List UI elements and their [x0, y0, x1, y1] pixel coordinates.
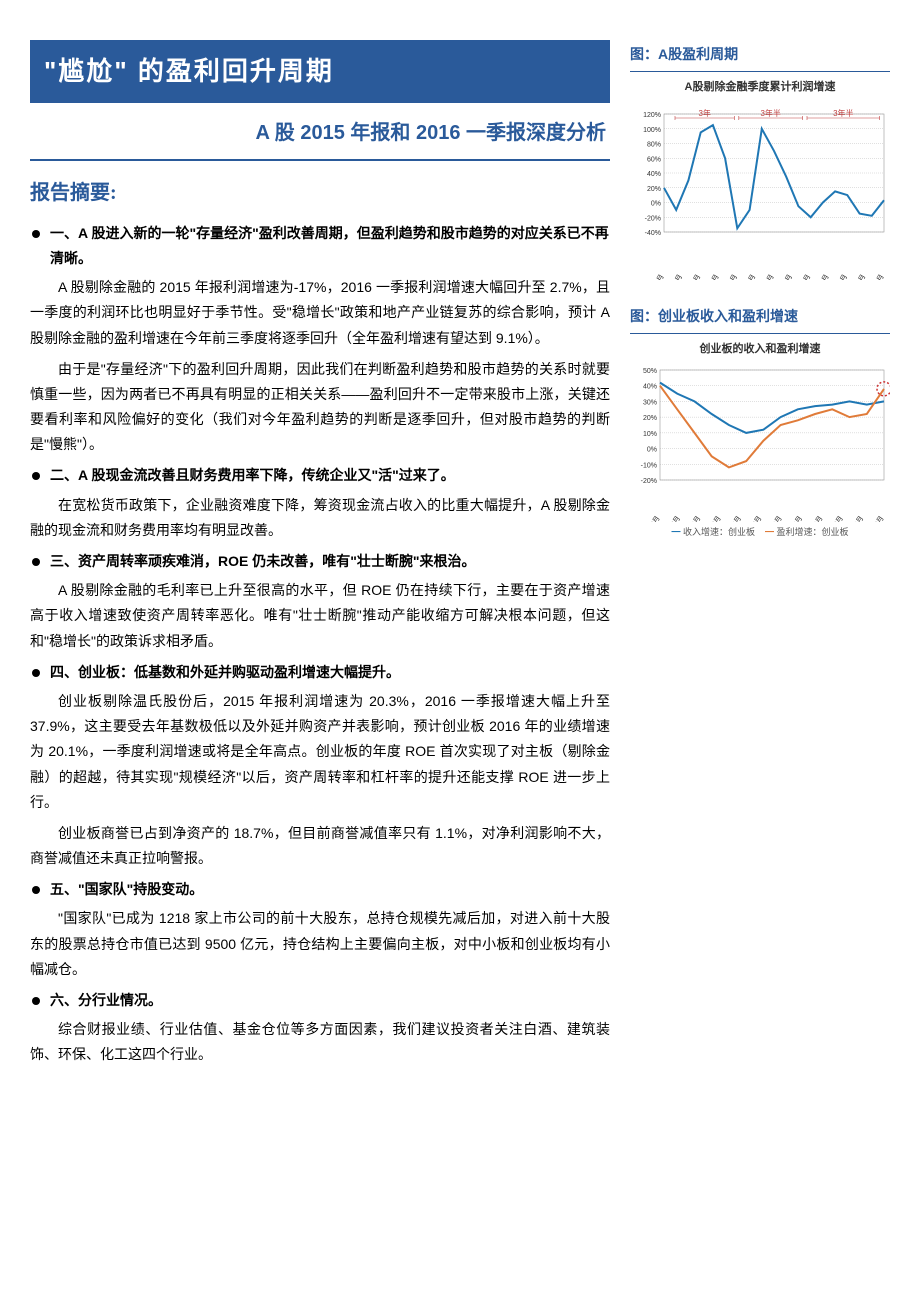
report-title: "尴尬" 的盈利回升周期: [30, 40, 610, 103]
svg-text:3年半: 3年半: [760, 108, 780, 118]
chart-2-svg: -20%-10%0%10%20%30%40%50%2010年3月2011年3月2…: [630, 362, 890, 522]
section-heading-text: 一、A 股进入新的一轮"存量经济"盈利改善周期，但盈利趋势和股市趋势的对应关系已…: [50, 221, 610, 271]
bullet-icon: [32, 230, 40, 238]
section-paragraph: 创业板商誉已占到净资产的 18.7%，但目前商誉减值率只有 1.1%，对净利润影…: [30, 821, 610, 871]
section-paragraph: 综合财报业绩、行业估值、基金仓位等多方面因素，我们建议投资者关注白酒、建筑装饰、…: [30, 1017, 610, 1067]
section-heading-text: 三、资产周转率顽疾难消，ROE 仍未改善，唯有"壮士断腕"来根治。: [50, 549, 610, 574]
section-heading: 二、A 股现金流改善且财务费用率下降，传统企业又"活"过来了。: [30, 463, 610, 488]
section-paragraph: "国家队"已成为 1218 家上市公司的前十大股东，总持仓规模先减后加，对进入前…: [30, 906, 610, 982]
section-heading: 一、A 股进入新的一轮"存量经济"盈利改善周期，但盈利趋势和股市趋势的对应关系已…: [30, 221, 610, 271]
figure-2-caption: 图：创业板收入和盈利增速: [630, 304, 890, 334]
svg-text:30%: 30%: [643, 399, 657, 406]
figure-1: 图：A股盈利周期 A股剔除金融季度累计利润增速 -40% -20% 0% 20% 40%…: [630, 42, 890, 280]
bullet-icon: [32, 997, 40, 1005]
section-paragraph: A 股剔除金融的 2015 年报利润增速为-17%，2016 一季报利润增速大幅…: [30, 275, 610, 351]
svg-text:-40%: -40%: [645, 230, 661, 237]
section-heading-text: 五、"国家队"持股变动。: [50, 877, 610, 902]
sections-container: 一、A 股进入新的一轮"存量经济"盈利改善周期，但盈利趋势和股市趋势的对应关系已…: [30, 221, 610, 1068]
svg-text:-20%: -20%: [645, 215, 661, 222]
svg-text:0%: 0%: [651, 200, 661, 207]
svg-text:120%: 120%: [643, 112, 661, 119]
main-column: "尴尬" 的盈利回升周期 A 股 2015 年报和 2016 一季报深度分析 报…: [30, 40, 610, 1074]
section-heading: 六、分行业情况。: [30, 988, 610, 1013]
section-paragraph: A 股剔除金融的毛利率已上升至很高的水平，但 ROE 仍在持续下行，主要在于资产…: [30, 578, 610, 654]
svg-text:3年: 3年: [698, 108, 710, 118]
svg-text:10%: 10%: [643, 431, 657, 438]
bullet-icon: [32, 886, 40, 894]
svg-text:60%: 60%: [647, 156, 661, 163]
section-heading: 四、创业板：低基数和外延并购驱动盈利增速大幅提升。: [30, 660, 610, 685]
bullet-icon: [32, 472, 40, 480]
figure-1-inner-title: A股剔除金融季度累计利润增速: [630, 78, 890, 98]
figure-1-caption: 图：A股盈利周期: [630, 42, 890, 72]
svg-text:50%: 50%: [643, 368, 657, 375]
svg-text:2004年3月: 2004年3月: [641, 272, 666, 280]
section-heading: 五、"国家队"持股变动。: [30, 877, 610, 902]
section-heading-text: 四、创业板：低基数和外延并购驱动盈利增速大幅提升。: [50, 660, 610, 685]
figure-2: 图：创业板收入和盈利增速 创业板的收入和盈利增速 -20% -10% 0% 10% 20…: [630, 304, 890, 540]
svg-text:40%: 40%: [647, 171, 661, 178]
svg-text:2010年3月: 2010年3月: [635, 514, 662, 522]
bullet-icon: [32, 558, 40, 566]
chart-1-svg: -40%-20%0%20%40%60%80%100%120%2004年3月200…: [630, 100, 890, 280]
svg-text:-10%: -10%: [641, 462, 657, 469]
figure-2-inner-title: 创业板的收入和盈利增速: [630, 340, 890, 360]
side-column: 图：A股盈利周期 A股剔除金融季度累计利润增速 -40% -20% 0% 20% 40%…: [630, 40, 890, 1074]
svg-text:20%: 20%: [647, 186, 661, 193]
section-paragraph: 创业板剔除温氏股份后，2015 年报利润增速为 20.3%，2016 一季报增速…: [30, 689, 610, 815]
svg-text:20%: 20%: [643, 415, 657, 422]
chart-2-legend: ━ 收入增速：创业板 ━ 盈利增速：创业板: [630, 524, 890, 540]
abstract-heading: 报告摘要:: [30, 175, 610, 211]
section-heading: 三、资产周转率顽疾难消，ROE 仍未改善，唯有"壮士断腕"来根治。: [30, 549, 610, 574]
section-paragraph: 在宽松货币政策下，企业融资难度下降，筹资现金流占收入的比重大幅提升，A 股剔除金…: [30, 493, 610, 543]
svg-text:3年半: 3年半: [833, 108, 853, 118]
report-subtitle: A 股 2015 年报和 2016 一季报深度分析: [30, 109, 610, 161]
svg-text:40%: 40%: [643, 384, 657, 391]
bullet-icon: [32, 669, 40, 677]
section-heading-text: 六、分行业情况。: [50, 988, 610, 1013]
svg-text:80%: 80%: [647, 141, 661, 148]
section-heading-text: 二、A 股现金流改善且财务费用率下降，传统企业又"活"过来了。: [50, 463, 610, 488]
svg-text:-20%: -20%: [641, 478, 657, 485]
svg-text:100%: 100%: [643, 127, 661, 134]
section-paragraph: 由于是"存量经济"下的盈利回升周期，因此我们在判断盈利趋势和股市趋势的关系时就要…: [30, 357, 610, 458]
svg-text:0%: 0%: [647, 447, 657, 454]
